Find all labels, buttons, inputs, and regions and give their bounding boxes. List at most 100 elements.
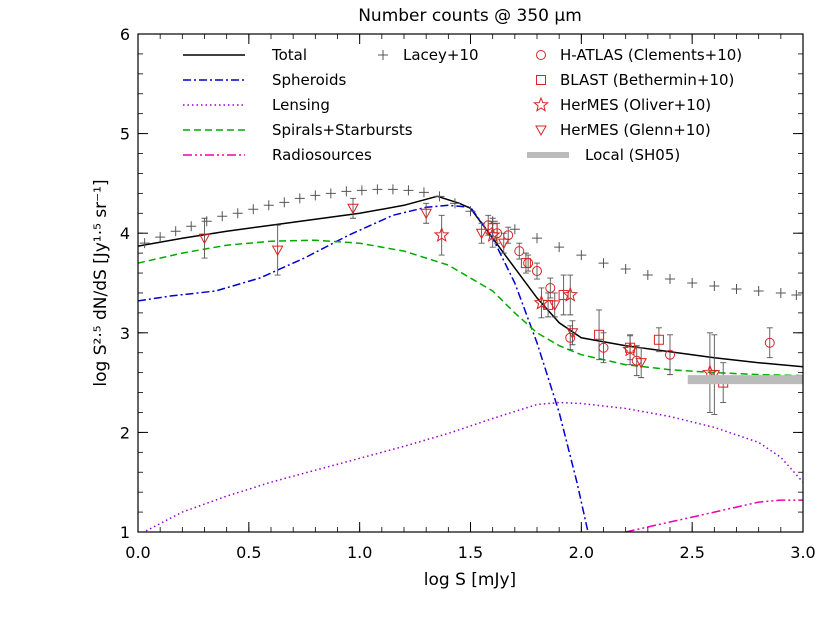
x-tick-label: 0.5	[236, 543, 261, 562]
data-point-lacey-10	[665, 274, 675, 285]
data-point-lacey-10	[279, 197, 290, 208]
data-point-h-atlas-clements-10	[764, 337, 775, 348]
data-point-blast-bethermin-10	[558, 289, 569, 300]
legend-label-spirals-starbursts: Spirals+Starbursts	[272, 121, 413, 139]
legend-swatch-blast-bethermin-10	[536, 75, 546, 85]
data-point-lacey-10	[775, 287, 786, 298]
data-point-lacey-10	[731, 283, 742, 294]
error-bar-h-atlas-clements-10	[667, 334, 673, 376]
legend-swatch-lacey-10	[378, 50, 388, 60]
data-point-lacey-10	[217, 211, 228, 222]
data-point-lacey-10	[155, 232, 166, 243]
error-bar-blast-bethermin-10	[655, 327, 662, 353]
error-bar-hermes-glenn-10	[711, 334, 718, 415]
data-point-hermes-glenn-10	[548, 300, 561, 311]
error-bar-hermes-glenn-10	[478, 222, 485, 244]
y-axis-title: log S²·⁵ dN/dS [Jy¹·⁵ sr⁻¹]	[91, 179, 111, 386]
legend-swatch-h-atlas-clements-10	[536, 50, 546, 60]
data-point-lacey-10	[509, 224, 520, 235]
legend-label-lensing: Lensing	[272, 96, 330, 114]
data-point-hermes-oliver-10	[622, 341, 639, 357]
legend: Total Spheroids Lensing Spirals+Starbursts R…	[183, 46, 742, 164]
y-tick-label: 4	[120, 224, 130, 243]
y-tick-label: 1	[120, 523, 130, 542]
data-point-lacey-10	[598, 258, 609, 269]
error-bar-hermes-glenn-10	[350, 197, 357, 219]
x-tick-label: 0.0	[125, 543, 150, 562]
data-point-hermes-glenn-10	[497, 238, 510, 250]
data-point-lacey-10	[791, 289, 802, 300]
data-point-hermes-glenn-10	[347, 203, 359, 215]
data-point-lacey-10	[372, 184, 383, 195]
data-point-hermes-glenn-10	[475, 228, 488, 240]
error-bar-hermes-oliver-10	[627, 334, 634, 366]
data-point-lacey-10	[687, 278, 698, 288]
data-point-lacey-10	[294, 193, 305, 204]
data-point-lacey-10	[434, 191, 445, 202]
data-point-lacey-10	[620, 264, 631, 275]
data-point-hermes-oliver-10	[484, 226, 501, 243]
y-tick-label: 2	[120, 423, 130, 442]
legend-label-local-sh05: Local (SH05)	[585, 146, 680, 164]
data-point-lacey-10	[341, 186, 352, 197]
data-point-lacey-10	[465, 206, 476, 217]
data-point-lacey-10	[356, 185, 367, 196]
data-point-blast-bethermin-10	[594, 329, 605, 340]
data-point-lacey-10	[576, 250, 587, 261]
data-point-lacey-10	[403, 185, 414, 196]
x-axis-title: log S [mJy]	[424, 570, 516, 590]
legend-swatch-hermes-oliver-10	[532, 96, 550, 112]
error-bar-h-atlas-clements-10	[516, 242, 523, 260]
series-line-radiosources	[625, 499, 803, 532]
legend-label-hermes-oliver-10: HerMES (Oliver+10)	[560, 96, 711, 114]
legend-label-h-atlas-clements-10: H-ATLAS (Clements+10)	[560, 46, 742, 64]
series-line-total	[138, 195, 803, 368]
data-point-lacey-10	[170, 226, 181, 237]
error-bar-hermes-glenn-10	[551, 292, 558, 318]
legend-label-hermes-glenn-10: HerMES (Glenn+10)	[560, 121, 711, 139]
data-point-blast-bethermin-10	[653, 334, 664, 345]
x-tick-label: 1.5	[458, 543, 483, 562]
x-tick-label: 2.5	[679, 543, 704, 562]
data-point-hermes-glenn-10	[420, 208, 433, 220]
data-point-h-atlas-clements-10	[514, 246, 525, 257]
series-line-spirals-starbursts	[138, 239, 803, 377]
data-point-hermes-oliver-10	[562, 286, 579, 302]
data-point-lacey-10	[310, 190, 321, 201]
x-tick-label: 3.0	[790, 543, 815, 562]
plot-layer	[138, 184, 803, 532]
legend-label-total: Total	[271, 46, 307, 64]
data-point-lacey-10	[449, 198, 460, 209]
error-bar-hermes-glenn-10	[201, 217, 208, 259]
x-tick-label: 2.0	[569, 543, 594, 562]
data-point-hermes-glenn-10	[271, 245, 284, 257]
data-point-lacey-10	[263, 200, 274, 211]
error-bar-h-atlas-clements-10	[534, 262, 540, 280]
error-bar-blast-bethermin-10	[545, 292, 552, 318]
error-bar-hermes-oliver-10	[567, 274, 574, 316]
data-point-lacey-10	[753, 285, 764, 296]
data-point-blast-bethermin-10	[520, 258, 531, 269]
data-point-lacey-10	[186, 221, 197, 232]
y-tick-label: 5	[120, 125, 130, 144]
x-tick-label: 1.0	[347, 543, 372, 562]
data-point-lacey-10	[709, 280, 720, 291]
data-point-lacey-10	[642, 270, 653, 281]
legend-label-radiosources: Radiosources	[272, 146, 372, 164]
data-point-hermes-glenn-10	[635, 358, 648, 369]
error-bar-hermes-glenn-10	[423, 202, 430, 224]
data-point-hermes-oliver-10	[433, 226, 450, 243]
error-bar-hermes-glenn-10	[274, 224, 281, 276]
error-bar-blast-bethermin-10	[522, 252, 529, 274]
error-bar-hermes-oliver-10	[438, 214, 445, 256]
series-line-lensing	[142, 401, 803, 532]
legend-label-lacey-10: Lacey+10	[403, 46, 479, 64]
data-point-hermes-glenn-10	[198, 233, 211, 245]
chart-title: Number counts @ 350 μm	[358, 6, 582, 26]
data-point-hermes-glenn-10	[566, 328, 579, 339]
error-bar-blast-bethermin-10	[596, 309, 603, 361]
y-tick-label: 6	[120, 25, 130, 44]
error-bar-hermes-oliver-10	[538, 287, 545, 319]
data-point-h-atlas-clements-10	[545, 282, 556, 293]
